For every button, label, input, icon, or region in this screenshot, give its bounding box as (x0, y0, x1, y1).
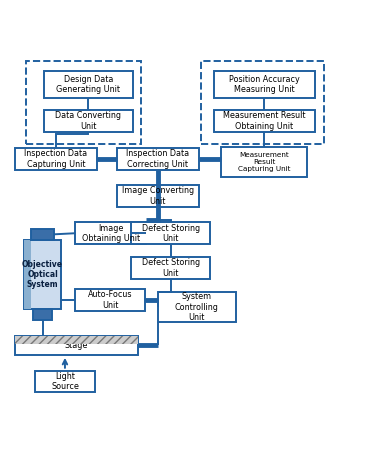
Bar (221, 147, 307, 177)
Bar (15, 336, 138, 355)
Text: Inspection Data
Correcting Unit: Inspection Data Correcting Unit (126, 149, 189, 169)
Text: Design Data
Generating Unit: Design Data Generating Unit (57, 75, 120, 94)
Text: Defect Storing
Unit: Defect Storing Unit (142, 224, 200, 243)
Text: Data Converting
Unit: Data Converting Unit (56, 112, 122, 131)
Bar (214, 71, 315, 98)
Bar (44, 110, 134, 132)
Text: Objective
Optical
System: Objective Optical System (22, 260, 63, 289)
Bar (15, 336, 138, 344)
Bar (44, 71, 134, 98)
Bar (15, 148, 97, 170)
Bar (201, 61, 324, 144)
Bar (26, 61, 141, 144)
Bar (75, 222, 146, 244)
Text: Auto-Focus
Unit: Auto-Focus Unit (88, 290, 132, 310)
Bar (132, 222, 210, 244)
Bar (117, 148, 199, 170)
Text: System
Controlling
Unit: System Controlling Unit (175, 292, 219, 322)
Bar (158, 292, 236, 322)
Bar (117, 184, 199, 207)
Bar (24, 240, 61, 309)
Bar (35, 371, 95, 392)
Text: Inspection Data
Capturing Unit: Inspection Data Capturing Unit (24, 149, 87, 169)
Bar (33, 309, 52, 320)
Bar (214, 110, 315, 132)
Bar (132, 257, 210, 279)
Bar (75, 289, 144, 311)
Text: Image
Obtaining Unit: Image Obtaining Unit (82, 224, 140, 243)
Bar (24, 240, 31, 309)
Text: Light
Source: Light Source (51, 372, 79, 391)
Text: Stage: Stage (65, 341, 88, 350)
Text: Position Accuracy
Measuring Unit: Position Accuracy Measuring Unit (229, 75, 300, 94)
Text: Measurement
Result
Capturing Unit: Measurement Result Capturing Unit (238, 152, 290, 172)
Text: Measurement Result
Obtaining Unit: Measurement Result Obtaining Unit (223, 112, 305, 131)
Bar (32, 229, 54, 240)
Text: Image Converting
Unit: Image Converting Unit (122, 186, 194, 206)
Text: Defect Storing
Unit: Defect Storing Unit (142, 258, 200, 278)
